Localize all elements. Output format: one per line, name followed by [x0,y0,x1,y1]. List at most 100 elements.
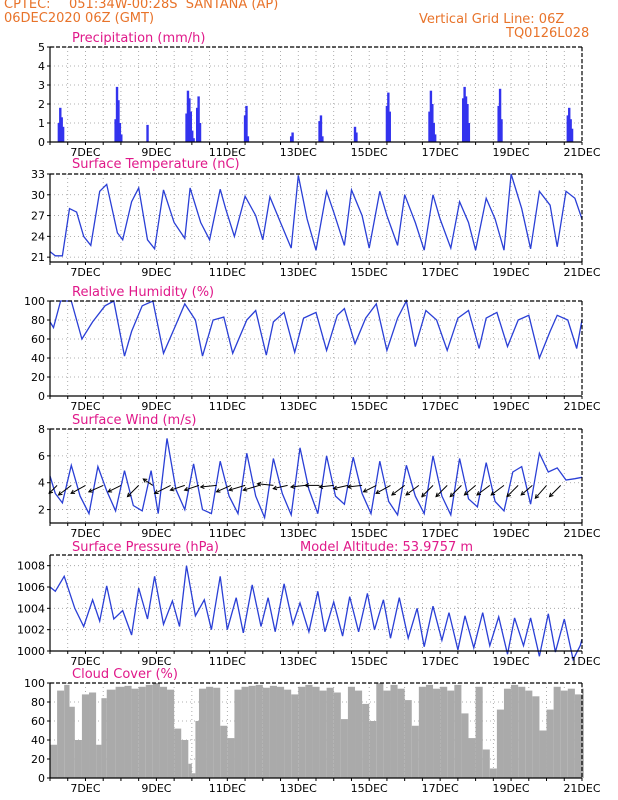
y-tick-label: 1008 [17,560,45,573]
precip-bar [199,123,201,142]
cloud-cover-bar [376,683,383,778]
y-tick-label: 40 [31,352,45,365]
x-tick-label: 21DEC [563,782,600,795]
y-tick-label: 4 [38,60,45,73]
x-tick-label: 11DEC [209,527,246,540]
x-tick-label: 21DEC [563,655,600,668]
cloud-cover-bar [188,764,192,778]
cloud-cover-bar [568,689,575,778]
cloud-cover-bar [199,689,206,778]
cloud-cover-bar [195,721,199,778]
x-tick-label: 11DEC [209,782,246,795]
y-tick-label: 6 [38,450,45,463]
x-tick-label: 19DEC [493,655,530,668]
cloud-cover-bar [284,690,291,778]
cloud-cover-bar [124,686,131,778]
x-tick-label: 21DEC [563,146,600,159]
cloud-title: Cloud Cover (%) [72,667,178,682]
cloud-cover-bar [277,687,284,778]
cloud-cover-bar [490,769,497,779]
precip-bar [120,134,122,142]
meteogram-charts: 0123457DEC 9DEC 11DEC 13DEC 15DEC 17DEC 19DEC 2… [0,0,618,800]
y-tick-label: 0 [38,772,45,785]
x-tick-label: 13DEC [280,146,317,159]
cloud-cover-bar [263,688,270,778]
cloud-cover-bar [355,691,362,778]
cloud-cover-bar [160,687,167,778]
precip-bar [247,136,249,142]
cloud-cover-bar [390,685,397,778]
precip-bar [62,127,64,142]
x-tick-label: 15DEC [351,146,388,159]
y-tick-label: 27 [31,210,45,223]
press-title: Surface Pressure (hPa) [72,540,219,555]
x-tick-label: 19DEC [493,527,530,540]
y-tick-label: 21 [31,251,45,264]
cloud-cover-bar [327,688,334,778]
rh-title: Relative Humidity (%) [72,285,214,300]
y-tick-label: 80 [31,696,45,709]
y-tick-label: 1 [38,117,45,130]
cloud-cover-bar [440,687,447,778]
precip-bar [321,136,323,142]
cloud-cover-bar [270,686,277,778]
cloud-cover-bar [107,690,116,778]
wind-vector-arrow [71,485,85,493]
cloud-cover-bar [227,738,234,778]
x-tick-label: 13DEC [280,527,317,540]
wind-vector-arrow [550,485,561,496]
x-tick-label: 17DEC [422,527,459,540]
x-tick-label: 15DEC [351,266,388,279]
y-tick-label: 1004 [17,602,45,615]
y-tick-label: 80 [31,314,45,327]
x-tick-label: 9DEC [141,400,171,413]
cloud-cover-bar [504,689,511,778]
cloud-cover-bar [405,700,412,778]
x-tick-label: 21DEC [563,266,600,279]
cloud-cover-bar [348,687,355,778]
y-tick-label: 1000 [17,645,45,658]
cloud-cover-bar [153,683,160,778]
x-tick-label: 15DEC [351,782,388,795]
cloud-cover-bar [454,685,461,778]
cloud-cover-bar [419,687,426,778]
x-tick-label: 15DEC [351,527,388,540]
wind-vector-arrow [392,485,405,495]
cloud-cover-bar [146,685,153,778]
cloud-cover-bar [412,726,419,778]
y-tick-label: 8 [38,423,45,436]
cloud-cover-bar [532,696,539,778]
wind-vector-arrow [535,485,546,498]
temp-title: Surface Temperature (nC) [72,157,240,172]
cloud-cover-bar [426,685,433,778]
cloud-cover-bar [132,689,139,778]
cloud-cover-bar [291,694,298,778]
cloud-cover-bar [82,694,89,778]
x-tick-label: 13DEC [280,400,317,413]
x-tick-label: 13DEC [280,782,317,795]
y-tick-label: 40 [31,734,45,747]
cloud-cover-bar [256,685,263,778]
x-tick-label: 9DEC [141,782,171,795]
cloud-cover-bar [206,687,213,778]
cloud-cover-bar [476,687,483,778]
cloud-cover-bar [447,691,454,778]
cloud-cover-bar [298,687,305,778]
x-tick-label: 9DEC [141,266,171,279]
cloud-cover-bar [341,719,348,778]
wind-panel: 24687DEC 9DEC 11DEC 13DEC 15DEC 17DEC 19DEC 21D… [38,413,601,540]
cloud-cover-bar [234,690,241,778]
precip-bar [571,129,573,142]
cloud-cover-bar [461,713,468,778]
cloud-cover-bar [57,691,64,778]
cloud-cover-bar [192,773,196,778]
y-tick-label: 24 [31,230,45,243]
x-tick-label: 11DEC [209,400,246,413]
y-tick-label: 0 [38,390,45,403]
cloud-cover-bar [139,687,146,778]
y-tick-label: 100 [24,677,45,690]
x-tick-label: 17DEC [422,266,459,279]
x-tick-label: 13DEC [280,266,317,279]
precip-bar [291,133,293,143]
x-tick-label: 17DEC [422,782,459,795]
